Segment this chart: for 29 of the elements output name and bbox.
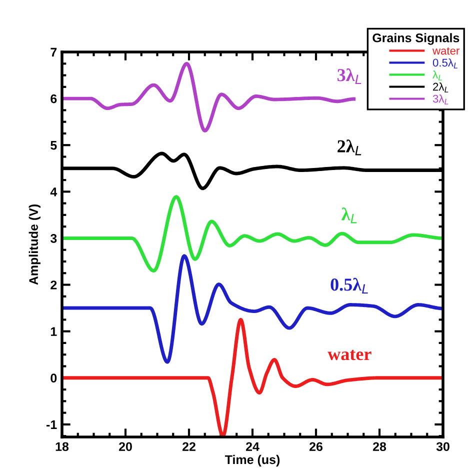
- y-axis-title: Amplitude (V): [28, 204, 40, 285]
- annotation: 3λ$_{L}$: [338, 68, 362, 84]
- annotation: λ$_{L}$: [342, 208, 357, 224]
- y-tick-label: 1: [50, 327, 57, 336]
- x-tick-label: 20: [118, 442, 132, 452]
- y-tick-label: 2: [50, 280, 57, 290]
- x-tick-label: 26: [309, 442, 322, 452]
- x-tick-label: 18: [56, 442, 69, 452]
- legend-label: 2λ$_{L}$: [433, 82, 448, 92]
- annotation: 0.5λ$_{L}$: [330, 278, 368, 294]
- legend-label: 0.5λ$_{L}$: [432, 58, 458, 68]
- y-tick-label: 0: [50, 374, 57, 383]
- annotation: 2λ$_{L}$: [338, 140, 362, 156]
- y-tick-label: 6: [50, 94, 57, 104]
- y-tick-label: -1: [46, 420, 57, 429]
- y-tick-label: 4: [50, 188, 58, 196]
- y-tick-label: 3: [50, 234, 57, 243]
- x-axis-title: Time (us): [224, 454, 280, 467]
- x-tick-label: 22: [182, 442, 196, 451]
- legend-label: water: [432, 47, 460, 55]
- x-tick-label: 28: [372, 442, 386, 452]
- legend-label: 3λ$_{L}$: [432, 94, 448, 104]
- x-tick-label: 30: [436, 442, 450, 452]
- y-tick-label: 5: [50, 141, 57, 150]
- legend-label: λ$_{L}$: [432, 70, 442, 80]
- legend-title: Grains Signals: [372, 33, 460, 45]
- y-tick-label: 7: [50, 48, 57, 57]
- x-tick-label: 24: [246, 442, 260, 451]
- annotation: water: [328, 350, 372, 360]
